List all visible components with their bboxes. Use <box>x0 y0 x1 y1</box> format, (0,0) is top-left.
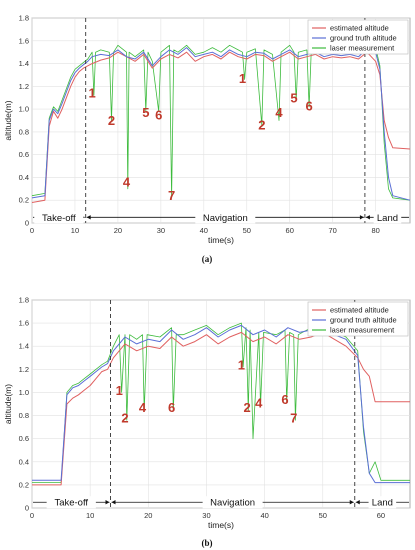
y-tick-label: 1.0 <box>19 105 29 114</box>
event-label: 6 <box>168 400 175 415</box>
y-tick-label: 0.4 <box>19 457 29 466</box>
phase-label-bg <box>368 496 397 509</box>
y-tick-label: 0.6 <box>19 150 29 159</box>
x-tick-label: 30 <box>202 511 210 520</box>
chart-a: 0 10 20 30 40 50 60 70 80 0 0.2 0.4 0.6 0.8 1.0 1.2 1.4 1… <box>3 14 411 245</box>
event-label: 2 <box>121 410 128 425</box>
phase-label-bg <box>195 211 256 224</box>
event-label: 5 <box>290 90 297 105</box>
x-tick-label: 80 <box>371 226 379 235</box>
legend-label-ground-truth-altitude: ground truth altitude <box>330 34 397 43</box>
event-label: 4 <box>275 105 283 120</box>
legend-label-estimated-altitude: estimated altitude <box>330 306 389 315</box>
y-tick-label: 0 <box>25 504 29 513</box>
phase-label: Navigation <box>203 213 248 224</box>
x-tick-label: 70 <box>329 226 337 235</box>
y-tick-label: 0.2 <box>19 196 29 205</box>
event-label: 6 <box>305 98 312 113</box>
phase-label-bg <box>373 211 402 224</box>
series-line-estimated-altitude <box>32 331 410 486</box>
y-tick-label: 0.8 <box>19 411 29 420</box>
x-tick-label: 50 <box>319 511 327 520</box>
caption-a: (a) <box>202 254 213 264</box>
x-tick-label: 10 <box>71 226 79 235</box>
x-tick-label: 0 <box>30 511 34 520</box>
x-tick-label: 40 <box>200 226 208 235</box>
phase-arrow-head-right <box>359 215 364 220</box>
x-tick-label: 20 <box>144 511 152 520</box>
phase-arrow-head-right <box>105 500 110 505</box>
gridlines <box>31 299 410 509</box>
y-tick-label: 0.8 <box>19 127 29 136</box>
phase-label: Navigation <box>210 498 255 509</box>
event-label: 2 <box>258 118 265 133</box>
y-tick-label: 1.4 <box>19 59 29 68</box>
legend-label-laser-measurement: laser measurement <box>330 44 395 53</box>
phase-arrow-head-left <box>355 500 360 505</box>
phase-arrow-head-left <box>365 215 370 220</box>
x-axis-label: time(s) <box>208 520 234 530</box>
phase-label-bg <box>34 211 84 224</box>
event-label: 7 <box>290 410 297 425</box>
legend-label-estimated-altitude: estimated altitude <box>330 24 389 33</box>
x-tick-label: 0 <box>30 226 34 235</box>
x-tick-label: 60 <box>377 511 385 520</box>
x-tick-label: 60 <box>286 226 294 235</box>
y-axis-label: altitude(m) <box>3 100 13 140</box>
y-tick-label: 1.6 <box>19 36 29 45</box>
event-label: 4 <box>123 175 131 190</box>
y-tick-label: 1.8 <box>19 296 29 305</box>
event-label: 4 <box>255 395 263 410</box>
event-label: 2 <box>108 113 115 128</box>
series-line-estimated-altitude <box>31 51 411 203</box>
event-label: 1 <box>89 86 96 101</box>
caption-b: (b) <box>202 538 213 548</box>
phase-arrow-head-left <box>111 500 116 505</box>
phase-label: Land <box>377 213 398 224</box>
series-line-ground-truth-altitude <box>32 324 410 484</box>
phase-label-bg <box>202 496 263 509</box>
phase-arrow-head-left <box>86 215 91 220</box>
event-label: 7 <box>168 188 175 203</box>
phase-label: Land <box>372 498 393 509</box>
y-tick-label: 1.6 <box>19 319 29 328</box>
legend-label-ground-truth-altitude: ground truth altitude <box>330 316 397 325</box>
event-label: 1 <box>239 71 246 86</box>
x-tick-label: 30 <box>157 226 165 235</box>
series-line-ground-truth-altitude <box>31 47 411 201</box>
event-label: 6 <box>155 107 162 122</box>
y-tick-label: 0.4 <box>19 173 29 182</box>
y-axis-label: altitude(m) <box>3 384 13 424</box>
event-label: 1 <box>238 357 245 372</box>
y-tick-label: 0.2 <box>19 480 29 489</box>
y-tick-label: 1.0 <box>19 388 29 397</box>
x-axis-label: time(s) <box>208 235 234 245</box>
y-tick-label: 1.2 <box>19 82 29 91</box>
phase-arrow-head-right <box>349 500 354 505</box>
phase-label: Take-off <box>54 498 88 509</box>
y-tick-label: 0 <box>25 219 29 228</box>
event-label: 1 <box>116 383 123 398</box>
x-tick-label: 50 <box>243 226 251 235</box>
x-tick-label: 40 <box>260 511 268 520</box>
phase-label-bg <box>46 496 96 509</box>
event-label: 4 <box>139 400 147 415</box>
x-tick-label: 10 <box>86 511 94 520</box>
y-tick-label: 1.8 <box>19 14 29 23</box>
phase-label: Take-off <box>42 213 76 224</box>
y-tick-label: 1.2 <box>19 365 29 374</box>
y-tick-label: 1.4 <box>19 342 29 351</box>
chart-b: 0 10 20 30 40 50 60 0 0.2 0.4 0.6 0.8 1.0 1.2 1.4 1.6 1.… <box>3 296 411 530</box>
legend-label-laser-measurement: laser measurement <box>330 326 395 335</box>
y-tick-label: 0.6 <box>19 434 29 443</box>
event-label: 5 <box>142 105 149 120</box>
event-label: 6 <box>281 392 288 407</box>
event-label: 2 <box>244 400 251 415</box>
x-tick-label: 20 <box>114 226 122 235</box>
